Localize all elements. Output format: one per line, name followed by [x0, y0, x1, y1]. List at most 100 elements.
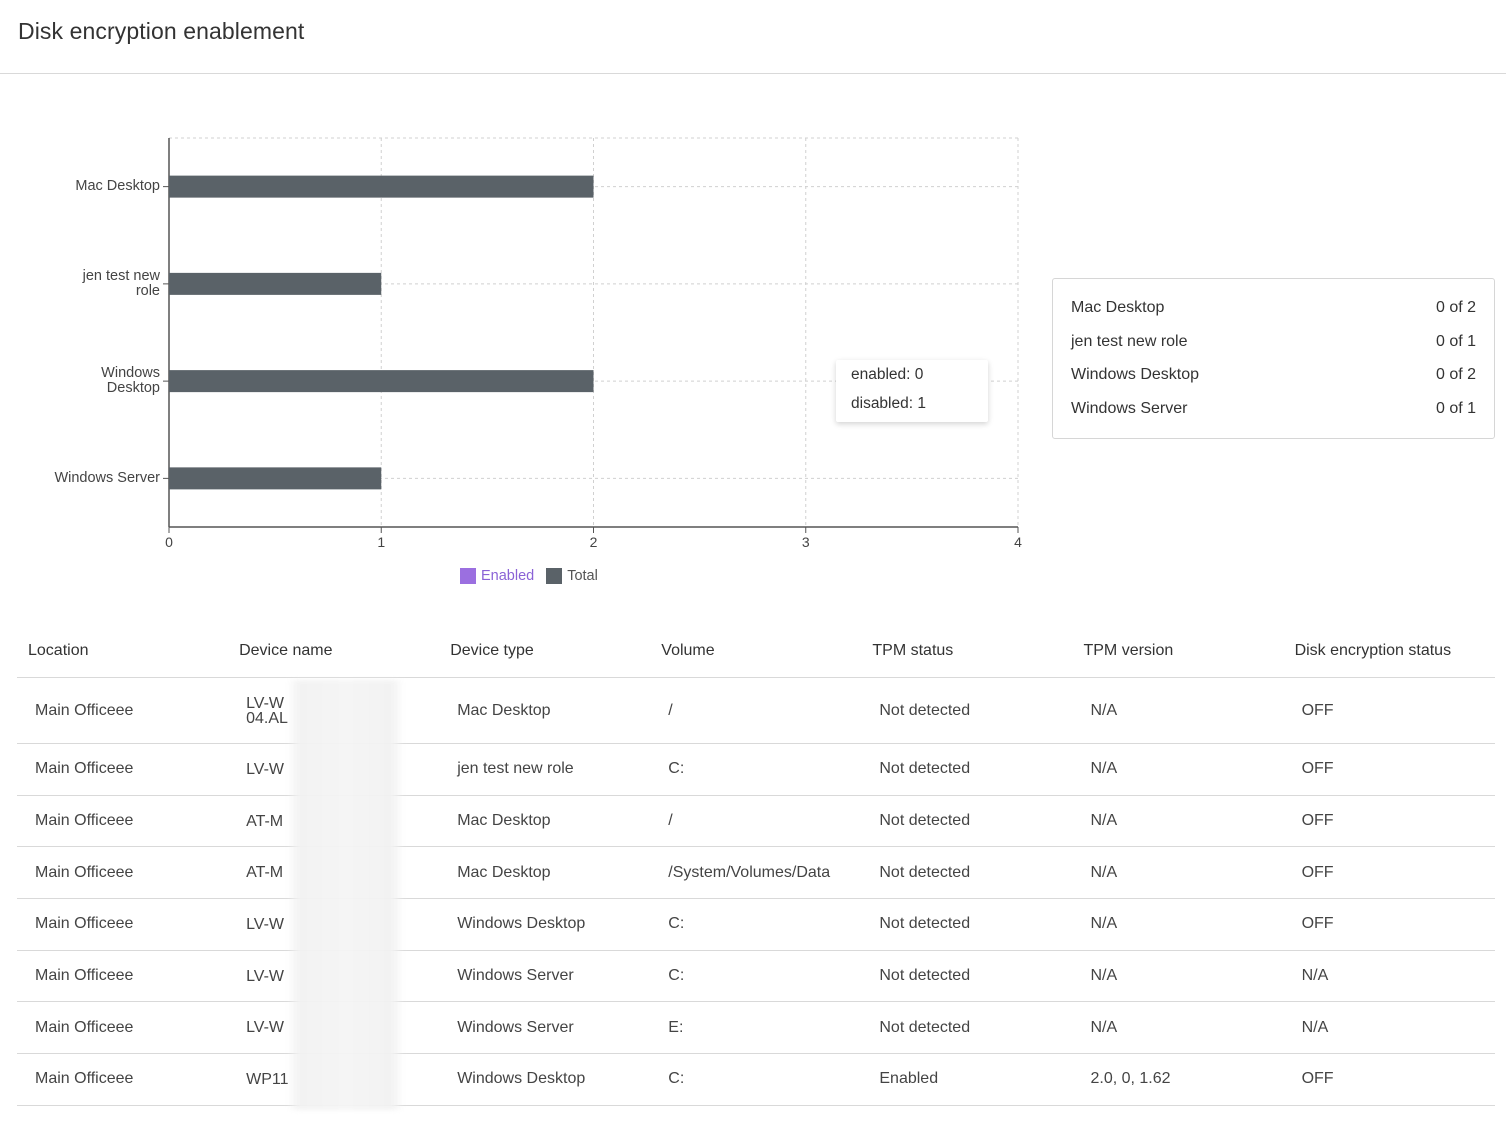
cell-encryption-status: OFF	[1301, 701, 1334, 719]
summary-card: Mac Desktop 0 of 2 jen test new role 0 o…	[1052, 278, 1495, 439]
cell-volume: C:	[668, 967, 685, 985]
column-header-tpm-status[interactable]: TPM status	[872, 642, 954, 659]
column-header-volume[interactable]: Volume	[661, 642, 715, 659]
cell-tpm-status: Not detected	[879, 812, 971, 830]
page-title: Disk encryption enablement	[18, 18, 305, 44]
cell-device-type: Windows Server	[457, 1018, 574, 1036]
y-category-label-line: Windows	[101, 365, 160, 382]
cell-tpm-version: 2.0, 0, 1.62	[1090, 1070, 1171, 1088]
table-row[interactable]: Main Officeee LV-W Windows Server C: Not det…	[17, 951, 1495, 1003]
y-category-label: Windows Desktop	[101, 366, 160, 396]
cell-device-type: Windows Desktop	[457, 1070, 586, 1088]
legend-swatch-enabled	[460, 568, 476, 584]
y-category-label: jen test new role	[82, 267, 160, 299]
table-row[interactable]: Main Officeee AT-M Mac Desktop / Not detecte…	[17, 796, 1495, 848]
cell-tpm-version: N/A	[1090, 701, 1118, 719]
cell-device-name: LV-W	[228, 917, 439, 932]
table-row[interactable]: Main Officeee LV-W jen test new role C: Not …	[17, 744, 1495, 796]
table-row[interactable]: Main Officeee WP11 Windows Desktop C: Enable…	[17, 1054, 1495, 1106]
cell-volume: C:	[668, 1070, 685, 1088]
device-name-line: 04.AL	[246, 709, 288, 726]
devices-table: Location Device name Device type Volume …	[17, 625, 1495, 1106]
cell-volume: C:	[668, 915, 685, 933]
cell-device-type: Windows Server	[457, 967, 574, 985]
cell-volume: /	[668, 812, 673, 830]
cell-location: Main Officeee	[35, 863, 134, 881]
table-row[interactable]: Main Officeee AT-M Mac Desktop/System/Volu…	[17, 847, 1495, 900]
cell-location: Main Officeee	[35, 760, 134, 778]
summary-value: 0 of 2	[1435, 299, 1476, 316]
encryption-bar-chart: 0 1 2 3 4 Mac Desktop jen test new role Windows…	[0, 75, 1040, 615]
column-header-tpm-version[interactable]: TPM version	[1083, 642, 1174, 659]
device-name-line: LV-W	[246, 761, 285, 777]
cell-device-name: AT-M	[228, 865, 439, 880]
device-name-line: WP11	[246, 1071, 289, 1087]
chart-svg: 0 1 2 3 4	[163, 137, 1022, 550]
table-row[interactable]: Main Officeee LV-W Windows Server E: Not det…	[17, 1002, 1495, 1055]
table-row[interactable]: Main Officeee LV-W Windows Desktop C: Not de…	[17, 899, 1495, 951]
cell-location: Main Officeee	[35, 1018, 134, 1036]
x-tick-label: 0	[165, 534, 173, 550]
bar-total	[169, 175, 594, 198]
cell-volume: C:	[668, 760, 685, 778]
legend-item-total[interactable]: Total	[546, 568, 598, 584]
cell-encryption-status: N/A	[1301, 967, 1329, 985]
cell-device-name: WP11	[228, 1072, 439, 1087]
cell-tpm-version: N/A	[1090, 967, 1118, 985]
cell-device-type: Mac Desktop	[457, 812, 551, 830]
summary-label: Windows Server	[1071, 400, 1188, 418]
chart-legend: Enabled Total	[460, 568, 610, 584]
y-category-label-line: Windows Server	[54, 469, 160, 486]
cell-tpm-status: Not detected	[879, 701, 971, 719]
cell-tpm-version: N/A	[1090, 915, 1118, 933]
chart-tooltip: enabled: 0 disabled: 1	[836, 360, 988, 422]
cell-encryption-status: OFF	[1301, 915, 1334, 933]
x-tick-label: 4	[1014, 534, 1022, 550]
cell-volume: /	[668, 701, 673, 719]
x-tick-label: 3	[802, 534, 810, 550]
column-header-device-type[interactable]: Device type	[450, 642, 534, 659]
table-body: Main Officeee LV-W 04.AL Mac Desktop / Not de…	[17, 678, 1495, 1106]
legend-swatch-total	[546, 568, 563, 584]
cell-tpm-status: Enabled	[879, 1070, 939, 1088]
cell-encryption-status: N/A	[1301, 1018, 1329, 1036]
cell-device-type: jen test new role	[457, 760, 574, 778]
cell-location: Main Officeee	[35, 701, 134, 719]
device-name-line: LV-W	[246, 916, 285, 932]
legend-label-total: Total	[567, 568, 598, 584]
summary-row: Windows Desktop 0 of 2	[1071, 360, 1476, 394]
cell-device-type: Mac Desktop	[457, 701, 551, 719]
cell-device-name: LV-W 04.AL	[228, 696, 439, 726]
column-header-device-name[interactable]: Device name	[239, 642, 333, 659]
cell-volume: /System/Volumes/Data	[668, 863, 831, 881]
redaction-blur	[287, 680, 404, 1110]
column-header-encryption-status[interactable]: Disk encryption status	[1294, 642, 1452, 659]
tooltip-enabled: enabled: 0	[851, 366, 924, 383]
cell-device-type: Mac Desktop	[457, 863, 551, 881]
device-name-line: AT-M	[246, 813, 284, 829]
table-row[interactable]: Main Officeee LV-W 04.AL Mac Desktop / Not de…	[17, 678, 1495, 744]
cell-tpm-version: N/A	[1090, 1018, 1118, 1036]
page-header: Disk encryption enablement	[0, 0, 1506, 74]
device-name-line: LV-W	[246, 695, 285, 712]
cell-device-name: LV-W	[228, 762, 439, 777]
cell-tpm-version: N/A	[1090, 760, 1118, 778]
summary-value: 0 of 1	[1435, 400, 1476, 418]
cell-tpm-status: Not detected	[879, 1018, 971, 1036]
tooltip-disabled: disabled: 1	[851, 395, 926, 412]
y-category-label-line: Desktop	[106, 380, 160, 397]
cell-device-name: AT-M	[228, 814, 439, 829]
cell-encryption-status: OFF	[1301, 812, 1334, 830]
cell-device-name: LV-W	[228, 1020, 439, 1035]
y-category-label-line: jen test new	[82, 267, 160, 284]
cell-location: Main Officeee	[35, 1070, 134, 1088]
column-header-location[interactable]: Location	[28, 642, 89, 659]
cell-volume: E:	[668, 1018, 684, 1036]
x-tick-label: 1	[377, 534, 385, 550]
cell-encryption-status: OFF	[1301, 760, 1334, 778]
device-name-line: AT-M	[246, 865, 284, 881]
legend-item-enabled[interactable]: Enabled	[460, 568, 534, 584]
device-name-line: LV-W	[246, 1020, 285, 1036]
summary-label: jen test new role	[1071, 332, 1188, 350]
cell-tpm-status: Not detected	[879, 967, 971, 985]
